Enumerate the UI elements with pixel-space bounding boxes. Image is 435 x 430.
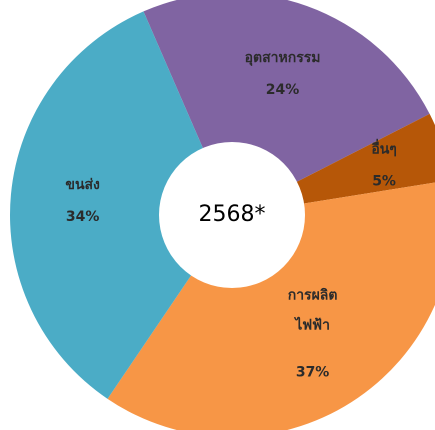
slice-value-label: 34% [66,209,100,225]
slice-name: การผลิตไฟฟ้า [288,288,338,334]
center-label: 2568* [199,202,266,227]
slice [9,11,232,399]
slice-name: อื่นๆ [371,138,397,157]
slice-value-label: 24% [266,82,300,98]
slice-name: อุตสาหกรรม [245,50,321,66]
slice-name: ขนส่ง [65,177,100,193]
slice-value-label: 37% [296,365,330,381]
slice [107,182,435,430]
slice-value-label: 5% [372,173,396,189]
donut-hole [159,142,305,288]
